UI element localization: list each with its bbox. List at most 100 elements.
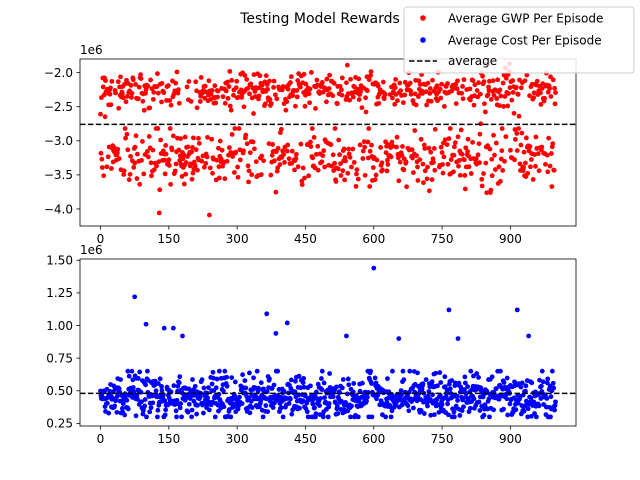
bottom-data-point xyxy=(476,375,481,380)
top-data-point xyxy=(462,186,468,192)
bottom-data-point xyxy=(301,376,307,381)
top-data-point xyxy=(500,167,506,173)
bottom-data-point xyxy=(540,379,546,385)
top-data-point xyxy=(275,145,281,151)
top-data-point xyxy=(477,91,483,97)
top-data-point xyxy=(185,144,191,150)
bottom-data-point xyxy=(501,380,507,385)
top-data-point xyxy=(215,88,221,94)
top-data-point xyxy=(162,171,168,177)
bottom-data-point xyxy=(436,402,441,408)
top-data-point xyxy=(360,156,366,161)
top-data-point xyxy=(492,152,497,158)
top-data-point xyxy=(366,126,372,131)
chart-title: Testing Model Rewards xyxy=(239,11,400,27)
top-data-point xyxy=(293,156,299,162)
bottom-data-point xyxy=(474,371,480,376)
bottom-data-point xyxy=(144,414,149,420)
top-data-point xyxy=(480,73,486,79)
top-data-point xyxy=(159,99,164,105)
top-data-point xyxy=(137,181,143,187)
top-data-point xyxy=(441,104,447,109)
bottom-data-point xyxy=(119,406,125,411)
top-data-point xyxy=(181,152,187,158)
top-data-point xyxy=(401,167,407,173)
top-data-point xyxy=(474,88,480,93)
top-data-point xyxy=(533,163,538,169)
top-data-point xyxy=(332,126,338,131)
bottom-data-point xyxy=(114,393,120,399)
top-data-point xyxy=(108,85,113,91)
top-data-point xyxy=(271,78,277,84)
top-data-point xyxy=(550,77,556,83)
bottom-data-point xyxy=(189,407,195,413)
top-data-point xyxy=(501,104,506,109)
top-data-point xyxy=(505,103,511,109)
bottom-data-point xyxy=(477,408,483,413)
bottom-data-point xyxy=(216,368,222,374)
bottom-data-point xyxy=(419,387,425,392)
top-data-point xyxy=(426,145,432,151)
top-data-point xyxy=(99,165,105,170)
top-y-axis: −4.0 −3.5 −3.0 −2.5 −2.0 xyxy=(44,66,80,216)
top-data-point xyxy=(340,168,346,174)
top-data-point xyxy=(454,86,460,92)
bottom-data-point xyxy=(439,402,445,407)
top-data-point xyxy=(417,82,423,87)
top-data-point xyxy=(440,170,446,176)
top-data-point xyxy=(413,102,419,108)
bottom-data-point xyxy=(260,414,266,420)
top-data-point xyxy=(380,167,385,173)
bottom-data-point xyxy=(180,333,185,339)
top-data-point xyxy=(105,154,111,160)
bottom-data-point xyxy=(106,410,112,416)
top-data-point xyxy=(292,167,297,173)
top-data-point xyxy=(539,85,545,91)
top-y-tick-label: −3.0 xyxy=(44,134,73,148)
top-data-point xyxy=(341,146,347,152)
bottom-points xyxy=(98,265,558,420)
top-data-point xyxy=(452,140,458,146)
bottom-data-point xyxy=(201,410,206,416)
top-data-point xyxy=(385,162,391,167)
top-data-point xyxy=(350,146,356,152)
top-data-point xyxy=(178,136,184,142)
top-data-point xyxy=(513,84,519,90)
bottom-data-point xyxy=(206,407,212,413)
top-data-point xyxy=(389,139,395,145)
top-data-point xyxy=(530,177,536,182)
top-data-point xyxy=(524,72,530,78)
top-data-point xyxy=(288,74,294,80)
bottom-data-point xyxy=(263,396,269,402)
top-data-point xyxy=(444,142,450,148)
top-data-point xyxy=(129,95,134,100)
top-data-point xyxy=(440,162,445,167)
top-data-point xyxy=(203,160,209,166)
top-data-point xyxy=(422,146,428,151)
top-data-point xyxy=(198,75,204,80)
bottom-x-tick-label: 900 xyxy=(499,432,522,446)
bottom-data-point xyxy=(396,336,402,341)
top-data-point xyxy=(492,167,498,172)
bottom-data-point xyxy=(206,385,211,391)
bottom-data-point xyxy=(357,388,363,394)
top-data-point xyxy=(301,71,307,77)
bottom-x-tick-label: 300 xyxy=(226,432,249,446)
top-data-point xyxy=(308,70,314,75)
bottom-data-point xyxy=(297,405,302,411)
top-data-point xyxy=(439,150,445,155)
bottom-data-point xyxy=(456,380,462,386)
legend-box xyxy=(403,6,635,74)
top-data-point xyxy=(141,171,147,177)
bottom-data-point xyxy=(334,403,340,409)
top-data-point xyxy=(306,173,312,179)
bottom-data-point xyxy=(320,414,326,420)
bottom-data-point xyxy=(442,374,448,380)
top-data-point xyxy=(358,89,363,94)
top-data-point xyxy=(550,141,556,147)
bottom-data-point xyxy=(212,414,218,420)
top-data-point xyxy=(407,80,413,86)
top-data-point xyxy=(103,78,108,83)
bottom-data-point xyxy=(388,414,394,420)
bottom-data-point xyxy=(369,381,374,386)
